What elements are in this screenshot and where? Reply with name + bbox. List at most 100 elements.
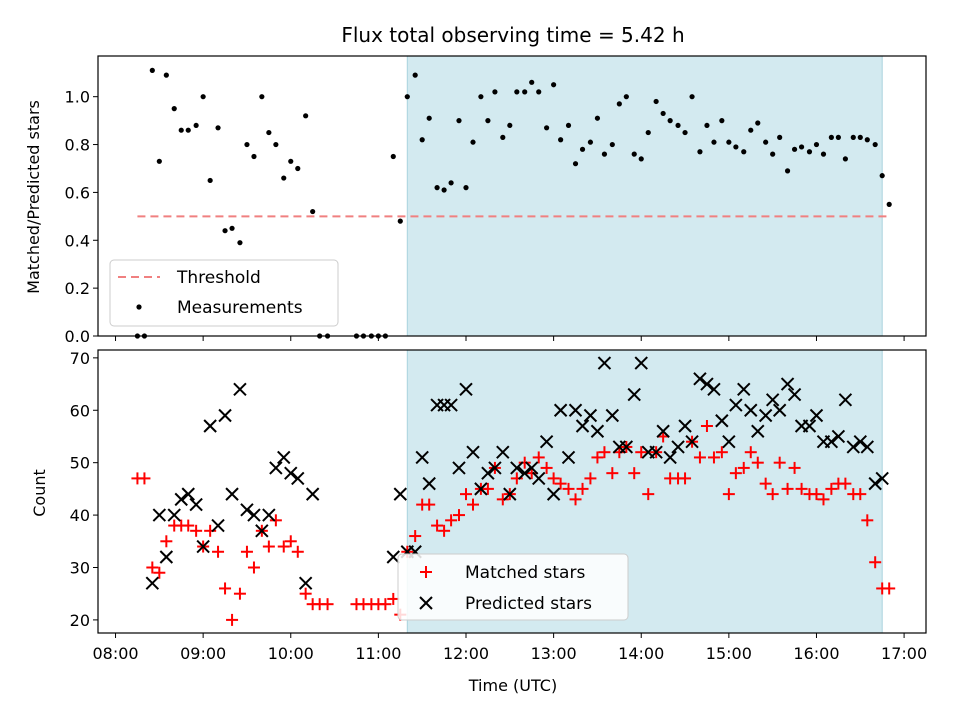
predicted-star-point bbox=[305, 487, 320, 501]
measurement-point bbox=[544, 125, 550, 131]
matched-star-point bbox=[788, 461, 801, 474]
measurement-point bbox=[609, 141, 615, 148]
matched-star-point bbox=[817, 493, 830, 506]
matched-star-point bbox=[759, 477, 772, 490]
matched-star-point bbox=[576, 482, 589, 495]
matched-star-point bbox=[679, 472, 692, 485]
matched-star-point bbox=[277, 540, 290, 553]
measurement-point bbox=[587, 139, 594, 145]
measurement-point bbox=[456, 118, 462, 124]
measurement-point bbox=[281, 175, 287, 181]
measurement-point bbox=[872, 141, 878, 148]
measurement-point bbox=[741, 149, 747, 155]
measurement-point bbox=[864, 137, 870, 143]
legend-matched-label: Matched stars bbox=[465, 563, 585, 583]
predicted-star-point bbox=[496, 445, 510, 459]
axes-frame-bottom bbox=[97, 349, 927, 634]
x-tick-label: 09:00 bbox=[180, 644, 226, 663]
measurement-point bbox=[412, 72, 418, 78]
measurement-point bbox=[667, 118, 673, 124]
matched-star-point bbox=[861, 514, 874, 527]
measurement-point bbox=[237, 240, 243, 246]
matched-star-point bbox=[547, 472, 560, 485]
y-tick-label: 70 bbox=[70, 349, 90, 368]
y-tick-label: 0.6 bbox=[65, 183, 90, 202]
measurement-point bbox=[820, 151, 827, 157]
matched-star-point bbox=[825, 482, 838, 495]
measurement-point bbox=[551, 82, 557, 88]
measurement-point bbox=[463, 185, 469, 191]
matched-star-point bbox=[715, 446, 728, 459]
predicted-star-point bbox=[568, 403, 583, 417]
matched-star-point bbox=[744, 446, 757, 459]
measurement-point bbox=[675, 122, 681, 129]
observing-window-shade-top bbox=[406, 55, 883, 337]
measurement-point bbox=[711, 139, 717, 145]
matched-star-point bbox=[562, 482, 575, 495]
predicted-star-point bbox=[459, 382, 473, 397]
predicted-star-point bbox=[553, 403, 568, 417]
measurement-point bbox=[244, 141, 250, 148]
measurement-point bbox=[419, 137, 425, 143]
matched-star-point bbox=[707, 451, 720, 464]
measurement-point bbox=[835, 134, 841, 140]
measurement-point bbox=[229, 225, 235, 231]
predicted-star-point bbox=[255, 524, 269, 538]
predicted-star-point bbox=[693, 372, 707, 386]
measurements-series bbox=[134, 67, 892, 339]
predicted-star-point bbox=[780, 377, 795, 391]
matched-star-point bbox=[722, 488, 735, 501]
matched-star-point bbox=[569, 493, 582, 506]
x-tick-label: 08:00 bbox=[92, 644, 138, 663]
matched-star-point bbox=[606, 467, 619, 480]
predicted-star-point bbox=[758, 408, 773, 423]
measurement-point bbox=[594, 115, 601, 121]
predicted-star-point bbox=[233, 382, 247, 397]
predicted-star-point bbox=[605, 408, 620, 423]
x-tick-label: 10:00 bbox=[268, 644, 314, 663]
measurement-point bbox=[689, 94, 695, 100]
measurement-point bbox=[500, 134, 506, 140]
y-tick-label: 60 bbox=[70, 401, 90, 420]
measurement-point bbox=[178, 127, 184, 133]
predicted-star-point bbox=[575, 419, 590, 433]
predicted-star-point bbox=[181, 487, 195, 501]
measurement-point bbox=[857, 134, 863, 140]
predicted-star-point bbox=[189, 497, 203, 512]
predicted-star-point bbox=[474, 482, 488, 496]
predicted-star-point bbox=[444, 398, 458, 412]
predicted-star-point bbox=[525, 461, 539, 475]
measurement-point bbox=[813, 141, 820, 148]
measurement-point bbox=[806, 149, 813, 155]
measurement-point bbox=[441, 187, 447, 193]
measurement-point bbox=[251, 153, 257, 160]
predicted-star-point bbox=[715, 414, 729, 428]
measurement-point bbox=[704, 122, 710, 129]
predicted-star-point bbox=[218, 408, 232, 423]
measurement-point bbox=[485, 118, 491, 124]
predicted-star-point bbox=[488, 461, 502, 475]
measurement-point bbox=[390, 153, 396, 160]
matched-star-point bbox=[598, 446, 611, 459]
measurement-point bbox=[572, 161, 579, 167]
measurement-point bbox=[828, 134, 834, 140]
predicted-star-point bbox=[868, 476, 882, 491]
matched-star-point bbox=[452, 509, 465, 522]
predicted-star-point bbox=[561, 450, 576, 465]
measurement-point bbox=[770, 151, 776, 157]
matched-star-point bbox=[496, 493, 509, 506]
matched-star-point bbox=[795, 482, 808, 495]
chart-title: Flux total observing time = 5.42 h bbox=[341, 23, 684, 47]
predicted-star-point bbox=[481, 466, 495, 480]
measurement-point bbox=[303, 113, 309, 119]
matched-star-point bbox=[438, 524, 451, 537]
matched-star-point bbox=[423, 498, 436, 511]
measurement-point bbox=[682, 129, 688, 136]
matched-star-point bbox=[153, 566, 166, 579]
y-tick-label: 20 bbox=[70, 611, 90, 630]
predicted-star-point bbox=[517, 466, 532, 480]
matched-star-point bbox=[321, 598, 334, 611]
x-tick-label: 15:00 bbox=[706, 644, 752, 663]
predicted-star-point bbox=[765, 393, 780, 407]
predicted-star-point bbox=[663, 450, 677, 465]
